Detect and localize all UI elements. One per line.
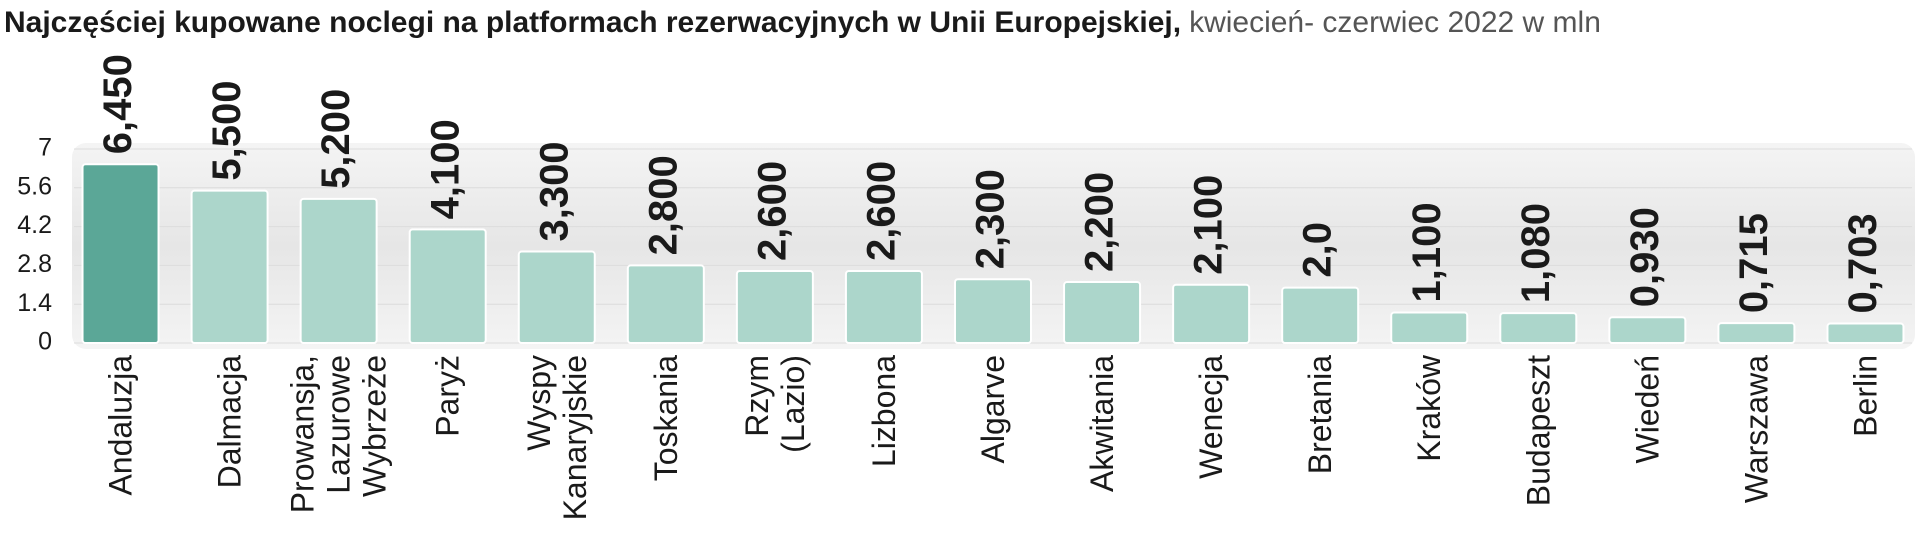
- bar: [517, 250, 596, 345]
- value-label: 0,930: [1623, 207, 1667, 307]
- value-label: 5,500: [205, 80, 249, 180]
- bar: [735, 269, 814, 345]
- x-tick-label-line: (Lazio): [775, 355, 811, 453]
- x-tick-label: Algarve: [975, 355, 1011, 464]
- x-tick-label: Wiedeń: [1629, 355, 1665, 464]
- bar: [1499, 312, 1578, 345]
- value-label: 2,100: [1187, 175, 1231, 275]
- value-label: 2,300: [969, 169, 1013, 269]
- x-tick-label: Toskania: [648, 355, 684, 482]
- x-tick-label-line: Andaluzja: [103, 355, 139, 496]
- x-tick-label-line: Paryż: [430, 355, 466, 437]
- x-tick-label-line: Bretania: [1302, 355, 1338, 474]
- bar: [626, 264, 705, 344]
- x-tick-label-line: Lizbona: [866, 355, 902, 467]
- bar: [299, 197, 378, 344]
- bar: [1608, 316, 1687, 344]
- x-tick-label: Paryż: [430, 355, 466, 437]
- chart-title: Najczęściej kupowane noclegi na platform…: [4, 6, 1601, 39]
- bar: [1826, 322, 1905, 344]
- x-tick-label-line: Wybrzeże: [357, 355, 393, 497]
- value-label: 0,703: [1841, 213, 1885, 313]
- bar: [81, 163, 160, 344]
- subtitle: kwiecień- czerwiec 2022 w mln: [1189, 6, 1601, 39]
- x-tick-label-line: Prowansja,: [285, 355, 321, 513]
- value-label: 3,300: [532, 141, 576, 241]
- value-label: 2,200: [1078, 172, 1122, 272]
- x-tick-label: Berlin: [1847, 355, 1883, 437]
- bar: [1063, 281, 1142, 344]
- value-label: 6,450: [96, 54, 140, 154]
- bar: [1281, 286, 1360, 345]
- x-tick-label: WyspyKanaryjskie: [521, 355, 593, 520]
- value-label: 2,0: [1296, 222, 1340, 278]
- y-tick-label: 0: [38, 328, 52, 356]
- value-label: 2,600: [750, 161, 794, 261]
- x-tick-label: Kraków: [1411, 354, 1447, 462]
- bar: [954, 278, 1032, 344]
- x-tick-label: Dalmacja: [212, 355, 248, 489]
- bar: [408, 228, 487, 344]
- bar: [1390, 311, 1469, 344]
- value-label: 4,100: [423, 119, 467, 219]
- x-tick-label: Budapeszt: [1520, 355, 1556, 506]
- x-tick-label-line: Warszawa: [1738, 355, 1774, 503]
- x-tick-label-line: Berlin: [1847, 355, 1883, 437]
- x-tick-label: Bretania: [1302, 355, 1338, 474]
- x-tick-label-line: Toskania: [648, 355, 684, 482]
- x-tick-label-line: Kanaryjskie: [557, 355, 593, 520]
- x-tick-label-line: Dalmacja: [212, 355, 248, 489]
- title: Najczęściej kupowane noclegi na platform…: [4, 6, 1181, 39]
- x-tick-label-line: Rzym: [739, 355, 775, 437]
- x-tick-label: Akwitania: [1084, 355, 1120, 492]
- value-label: 1,080: [1514, 203, 1558, 303]
- value-label: 5,200: [314, 89, 358, 189]
- bar: [1717, 322, 1796, 345]
- x-tick-label: Lizbona: [866, 355, 902, 467]
- value-label: 0,715: [1732, 213, 1776, 313]
- x-tick-label: Rzym(Lazio): [739, 355, 811, 453]
- x-tick-label-line: Wiedeń: [1629, 355, 1665, 464]
- x-tick-label-line: Wenecja: [1193, 355, 1229, 479]
- x-tick-label-line: Lazurowe: [321, 355, 357, 494]
- bar: [844, 269, 923, 345]
- x-tick-label-line: Budapeszt: [1520, 355, 1556, 506]
- x-tick-label-line: Kraków: [1411, 354, 1447, 462]
- x-tick-label: Andaluzja: [103, 355, 139, 496]
- y-tick-label: 7: [38, 134, 52, 162]
- x-tick-label: Wenecja: [1193, 355, 1229, 479]
- y-tick-label: 4.2: [17, 211, 52, 239]
- value-label: 2,800: [641, 155, 685, 255]
- y-tick-label: 2.8: [17, 250, 52, 278]
- value-label: 2,600: [860, 161, 904, 261]
- x-tick-label-line: Akwitania: [1084, 355, 1120, 492]
- value-label: 1,100: [1405, 202, 1449, 302]
- bar: [1172, 283, 1251, 344]
- x-tick-label-line: Algarve: [975, 355, 1011, 464]
- x-tick-label-line: Wyspy: [521, 355, 557, 451]
- y-tick-label: 1.4: [17, 289, 52, 317]
- x-tick-label: Warszawa: [1738, 355, 1774, 503]
- y-tick-label: 5.6: [17, 172, 52, 200]
- x-tick-label: Prowansja,LazuroweWybrzeże: [285, 355, 393, 513]
- bar: [190, 189, 269, 344]
